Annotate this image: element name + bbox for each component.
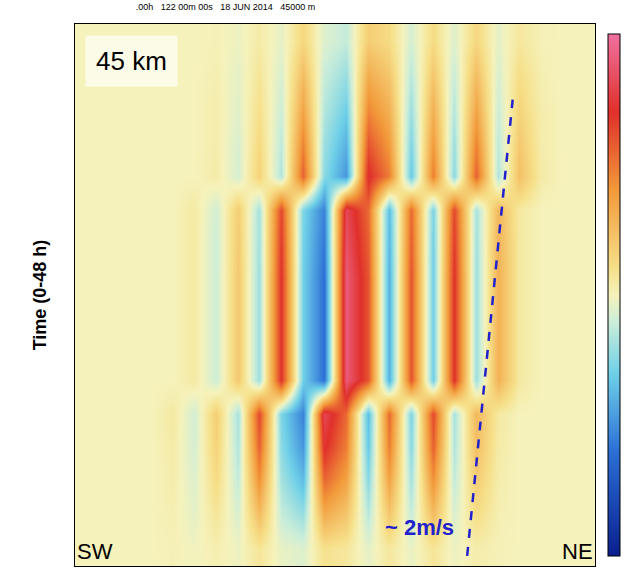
svg-text:Time (0-48 h): Time (0-48 h) [30, 240, 50, 351]
svg-text:45 km: 45 km [96, 46, 167, 76]
svg-text:SW: SW [77, 539, 113, 564]
svg-text:~ 2m/s: ~ 2m/s [385, 515, 454, 540]
svg-text:.00h 122 00m 00s 18 JUN 20: .00h 122 00m 00s 18 JUN 2014 45000 m [136, 2, 316, 12]
svg-text:NE: NE [562, 539, 593, 564]
